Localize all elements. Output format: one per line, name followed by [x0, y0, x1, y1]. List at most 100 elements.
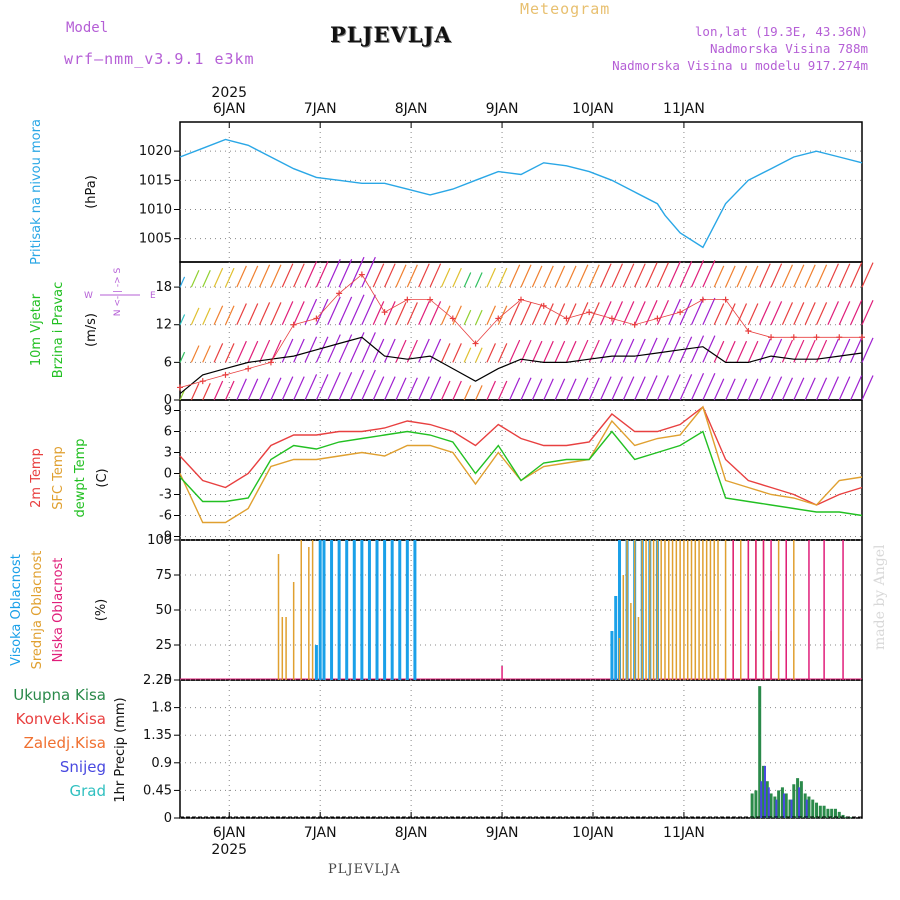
precip-bar-ukupna-kisa: [807, 796, 811, 818]
wind-barb: [690, 297, 705, 325]
wind-barb: [543, 303, 554, 325]
precip-bar-ukupna-kisa: [803, 793, 807, 818]
cloud-bar-niska: [747, 540, 750, 680]
cloud-bar-srednja: [690, 540, 693, 680]
cloud-bar-visoka: [413, 540, 417, 680]
wind-barb: [622, 301, 635, 325]
cloud-bar-visoka: [322, 540, 326, 680]
wind-barb: [406, 264, 418, 288]
precip-bar-snijeg: [790, 799, 793, 818]
wind-barb: [838, 338, 851, 363]
cloud-bar-srednja: [777, 540, 780, 680]
wind-barb: [259, 339, 271, 363]
wind-barb: [474, 309, 483, 325]
wind-barb: [861, 262, 874, 288]
precip-ytick-label: 0: [164, 811, 172, 826]
cloud-bar-srednja: [698, 540, 700, 680]
wind-barb: [270, 264, 282, 288]
wind-series-brzina: [179, 336, 863, 395]
wind-barb: [565, 303, 577, 325]
wind-barb: [474, 385, 483, 401]
temperature-series-2m-temp: [179, 405, 863, 506]
wind-barb: [179, 351, 186, 363]
temperature-ytick-label: -9: [159, 530, 172, 545]
wind-barb: [531, 340, 543, 363]
cloud-bar-visoka: [318, 540, 322, 680]
precip-bar-ukupna-kisa: [822, 805, 826, 818]
wind-barb: [395, 302, 407, 325]
wind-barb: [565, 265, 577, 288]
precip-bar-ukupna-kisa: [841, 814, 845, 818]
wind-barb: [827, 376, 839, 401]
wind-barb: [486, 305, 496, 325]
wind-barb: [611, 301, 624, 325]
precip-bar-snijeg: [763, 765, 766, 818]
cloud-bar-srednja: [637, 617, 640, 680]
wind-barb: [509, 339, 521, 363]
precip-bar-ukupna-kisa: [818, 805, 822, 818]
wind-ytick-label: 6: [164, 355, 172, 370]
cloud-bar-srednja: [694, 540, 697, 680]
cloud-bar-visoka: [345, 540, 349, 680]
wind-barb: [668, 261, 681, 288]
wind-barb: [440, 305, 451, 325]
wind-barb: [327, 334, 341, 363]
wind-barb: [565, 378, 577, 401]
wind-barb: [418, 301, 430, 325]
wind-barb: [815, 302, 828, 325]
wind-barb: [815, 264, 828, 288]
wind-barb: [793, 264, 805, 288]
model-label: Model: [66, 20, 109, 36]
wind-barb: [645, 337, 658, 363]
wind-barb: [850, 337, 863, 363]
wind-barb: [281, 338, 294, 363]
wind-barb: [384, 338, 396, 363]
wind-barb: [259, 302, 271, 325]
wind-barb: [634, 376, 646, 401]
cloud-bar-visoka: [337, 540, 341, 680]
cloud-bar-visoka: [398, 540, 402, 680]
precip-bar-ukupna-kisa: [758, 686, 762, 818]
wind-barb: [224, 380, 235, 401]
wind-barb: [384, 301, 396, 325]
cloud-bar-niska: [755, 540, 757, 680]
wind-barb: [338, 334, 353, 363]
wind-barb: [224, 343, 235, 363]
cloud-bar-visoka: [367, 540, 371, 680]
wind-barb: [827, 263, 839, 288]
cloud-bar-srednja: [724, 540, 727, 680]
wind-barb: [725, 265, 736, 288]
wind-barb: [702, 335, 716, 363]
cloud-bar-niska: [762, 540, 765, 680]
temperature-ytick-label: -3: [159, 488, 172, 503]
wind-barb: [531, 303, 543, 325]
elevation-label: Nadmorska Visina 788m: [709, 41, 868, 56]
wind-barb: [827, 338, 839, 363]
wind-barb: [577, 264, 589, 288]
cloud-bar-srednja: [675, 540, 678, 680]
wind-barb: [645, 375, 658, 401]
precip-bar-ukupna-kisa: [780, 787, 784, 818]
precip-legend-item: Ukupna Kisa: [13, 686, 106, 704]
wind-ytick-label: 18: [155, 280, 172, 295]
x-tick-top-label: 6JAN: [213, 101, 246, 117]
cloud-bar-srednja: [702, 540, 704, 680]
wind-barb: [838, 376, 851, 401]
wind-barb: [600, 376, 612, 401]
pressure-ytick-label: 1015: [139, 173, 172, 188]
precip-bar-ukupna-kisa: [830, 808, 834, 818]
wind-barb: [190, 307, 200, 325]
cloud-bar-srednja: [652, 540, 655, 680]
wind-barb: [247, 265, 259, 288]
wind-barb: [543, 265, 554, 288]
wind-barb: [259, 264, 271, 288]
wind-barb: [202, 345, 211, 363]
wind-barb: [838, 301, 851, 325]
x-tick-bottom-label: 9JAN: [486, 825, 519, 841]
cloud-bar-niska: [842, 540, 844, 680]
wind-barb: [531, 378, 543, 401]
cloud-bar-visoka: [618, 540, 622, 680]
wind-barb: [486, 380, 496, 401]
wind-barb: [372, 263, 385, 288]
